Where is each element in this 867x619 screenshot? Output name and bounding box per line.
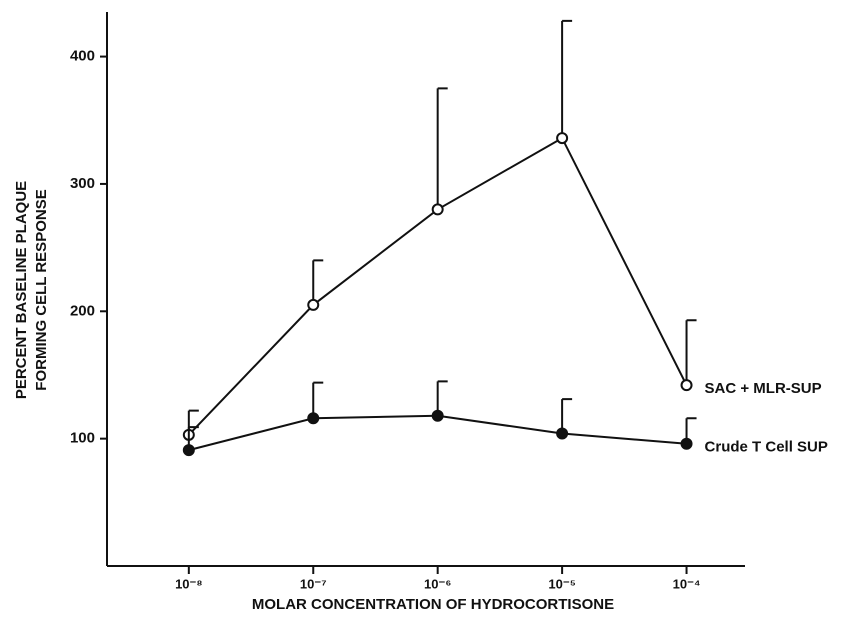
data-point [556,427,569,440]
y-tick-label: 100 [70,430,95,447]
x-tick-label: 10⁻⁴ [673,576,701,591]
data-point [182,444,195,457]
series-label: SAC + MLR-SUP [705,380,822,397]
x-tick-label: 10⁻⁶ [424,576,451,591]
error-bar [312,259,324,305]
x-tick-label: 10⁻⁵ [548,576,575,591]
data-point [556,132,569,145]
error-bar [561,19,573,139]
data-point [431,203,444,216]
data-point [680,379,693,392]
data-point [307,298,320,311]
data-point [431,409,444,422]
y-tick-label: 300 [70,175,95,192]
x-axis-label: MOLAR CONCENTRATION OF HYDROCORTISONE [252,596,614,613]
error-bar [436,87,448,210]
x-tick-label: 10⁻⁷ [300,576,327,591]
y-axis-label-line: PERCENT BASELINE PLAQUE [13,181,30,399]
x-tick-label: 10⁻⁸ [175,576,202,591]
error-bar [685,319,697,386]
y-tick-label: 400 [70,48,95,65]
y-tick-label: 200 [70,302,95,319]
y-axis-label: PERCENT BASELINE PLAQUE FORMING CELL RES… [13,181,50,399]
data-point [680,437,693,450]
data-point [307,412,320,425]
y-axis-label-line: FORMING CELL RESPONSE [33,189,50,390]
series-label: Crude T Cell SUP [705,439,828,456]
